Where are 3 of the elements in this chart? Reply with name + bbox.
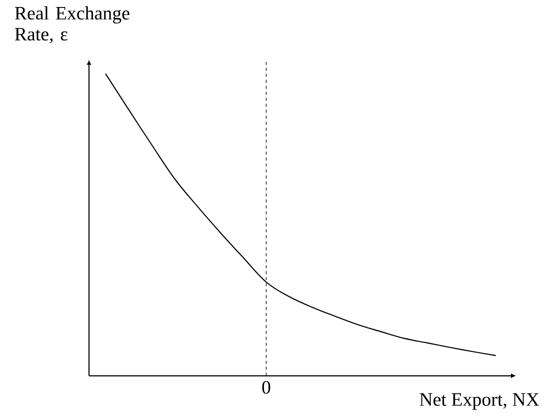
text: 0 — [262, 380, 270, 394]
y-axis-title: Real Exchange Rate, ε — [14, 6, 130, 44]
x-axis-title: Net Export, NX — [420, 393, 540, 410]
